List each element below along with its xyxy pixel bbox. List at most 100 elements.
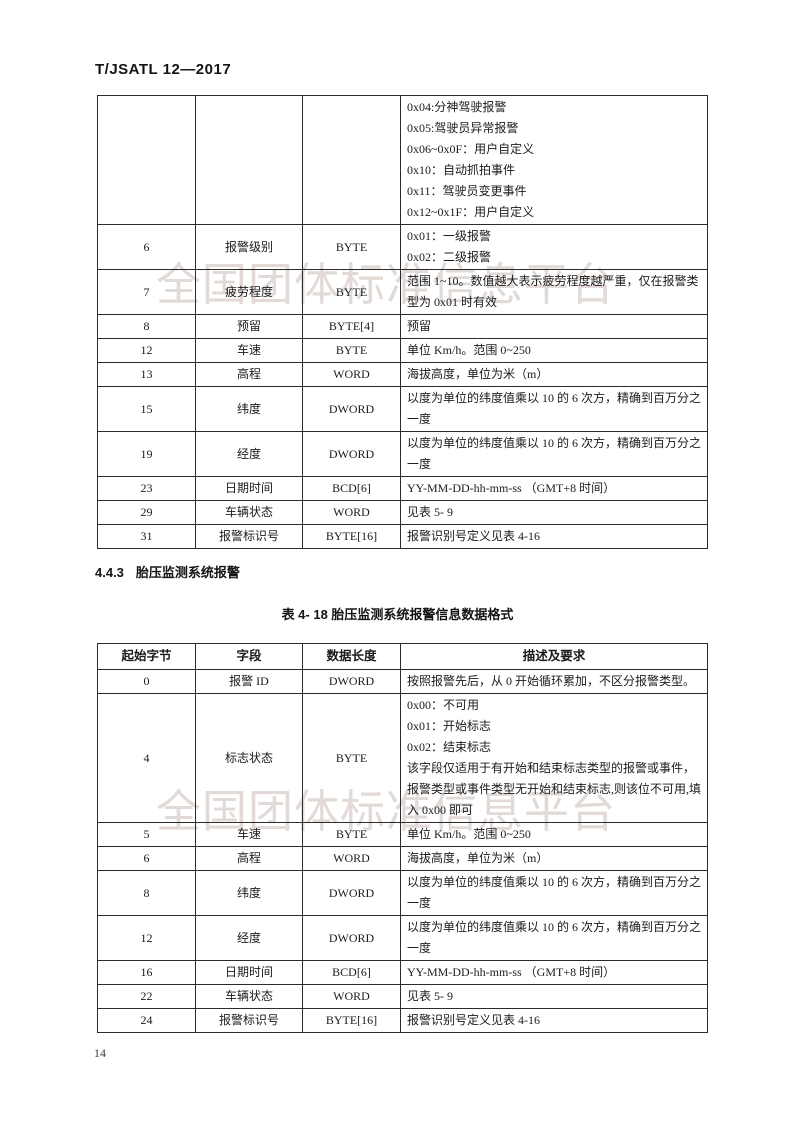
description-line: 0x00：不可用 bbox=[407, 698, 480, 712]
cell-description: 范围 1~10。数值越大表示疲劳程度越严重，仅在报警类型为 0x01 时有效 bbox=[400, 269, 708, 315]
description-line: 该字段仅适用于有开始和结束标志类型的报警或事件，报警类型或事件类型无开始和结束标… bbox=[407, 761, 702, 817]
cell-description: YY-MM-DD-hh-mm-ss （GMT+8 时间） bbox=[400, 960, 708, 985]
table-header-row: 起始字节 字段 数据长度 描述及要求 bbox=[97, 643, 708, 670]
cell-field-name: 经度 bbox=[195, 915, 303, 961]
cell-start-byte: 22 bbox=[97, 984, 196, 1009]
description-line: 见表 5- 9 bbox=[407, 989, 453, 1003]
table-row: 23 日期时间 BCD[6] YY-MM-DD-hh-mm-ss （GMT+8 时间） bbox=[97, 476, 708, 501]
description-line: 报警识别号定义见表 4-16 bbox=[407, 529, 540, 543]
driver-alarm-table-continuation: 0x04:分神驾驶报警 0x05:驾驶员异常报警 0x06~0x0F：用户自定义 0x… bbox=[97, 95, 708, 549]
cell-description: 以度为单位的纬度值乘以 10 的 6 次方，精确到百万分之一度 bbox=[400, 870, 708, 916]
table-row: 8 纬度 DWORD 以度为单位的纬度值乘以 10 的 6 次方，精确到百万分之一度 bbox=[97, 870, 708, 916]
table-row: 6 报警级别 BYTE 0x01：一级报警 0x02：二级报警 bbox=[97, 224, 708, 270]
description-line: 0x06~0x0F：用户自定义 bbox=[407, 142, 535, 156]
description-line: 报警识别号定义见表 4-16 bbox=[407, 1013, 540, 1027]
cell-description: 以度为单位的纬度值乘以 10 的 6 次方，精确到百万分之一度 bbox=[400, 431, 708, 477]
cell-start-byte bbox=[97, 95, 196, 225]
column-header: 数据长度 bbox=[302, 643, 401, 670]
cell-start-byte: 12 bbox=[97, 338, 196, 363]
table-row: 16 日期时间 BCD[6] YY-MM-DD-hh-mm-ss （GMT+8 时间） bbox=[97, 960, 708, 985]
cell-description: 0x01：一级报警 0x02：二级报警 bbox=[400, 224, 708, 270]
table-row: 4 标志状态 BYTE 0x00：不可用 0x01：开始标志 0x02：结束标志该字段仅适… bbox=[97, 693, 708, 823]
cell-data-length: WORD bbox=[302, 984, 401, 1009]
column-header: 描述及要求 bbox=[400, 643, 708, 670]
cell-field-name: 报警级别 bbox=[195, 224, 303, 270]
description-line: 以度为单位的纬度值乘以 10 的 6 次方，精确到百万分之一度 bbox=[407, 436, 702, 471]
cell-data-length: BYTE bbox=[302, 224, 401, 270]
cell-start-byte: 6 bbox=[97, 846, 196, 871]
cell-data-length: BYTE bbox=[302, 693, 401, 823]
cell-field-name: 经度 bbox=[195, 431, 303, 477]
cell-start-byte: 6 bbox=[97, 224, 196, 270]
description-line: 0x01：开始标志 bbox=[407, 719, 492, 733]
section-number: 4.4.3 bbox=[95, 565, 124, 580]
cell-data-length: WORD bbox=[302, 362, 401, 387]
cell-field-name: 预留 bbox=[195, 314, 303, 339]
cell-start-byte: 16 bbox=[97, 960, 196, 985]
table-row: 12 经度 DWORD 以度为单位的纬度值乘以 10 的 6 次方，精确到百万分之一度 bbox=[97, 915, 708, 961]
cell-field-name: 报警 ID bbox=[195, 669, 303, 694]
cell-field-name: 报警标识号 bbox=[195, 524, 303, 549]
cell-start-byte: 5 bbox=[97, 822, 196, 847]
cell-data-length: BYTE[16] bbox=[302, 1008, 401, 1033]
section-heading: 4.4.3 胎压监测系统报警 bbox=[95, 562, 240, 581]
cell-start-byte: 7 bbox=[97, 269, 196, 315]
cell-field-name: 车辆状态 bbox=[195, 984, 303, 1009]
cell-start-byte: 4 bbox=[97, 693, 196, 823]
table-caption: 表 4- 18 胎压监测系统报警信息数据格式 bbox=[281, 607, 514, 622]
cell-data-length: BYTE[16] bbox=[302, 524, 401, 549]
description-line: 见表 5- 9 bbox=[407, 505, 453, 519]
description-line: 海拔高度，单位为米（m） bbox=[407, 851, 549, 865]
cell-data-length: DWORD bbox=[302, 870, 401, 916]
table-row: 6 高程 WORD 海拔高度，单位为米（m） bbox=[97, 846, 708, 871]
description-line: 0x04:分神驾驶报警 bbox=[407, 100, 507, 114]
description-line: 0x10：自动抓拍事件 bbox=[407, 163, 516, 177]
description-line: 0x12~0x1F：用户自定义 bbox=[407, 205, 535, 219]
table-row: 29 车辆状态 WORD 见表 5- 9 bbox=[97, 500, 708, 525]
cell-data-length: BYTE bbox=[302, 338, 401, 363]
cell-field-name: 标志状态 bbox=[195, 693, 303, 823]
cell-description: YY-MM-DD-hh-mm-ss （GMT+8 时间） bbox=[400, 476, 708, 501]
cell-data-length: DWORD bbox=[302, 669, 401, 694]
cell-description: 报警识别号定义见表 4-16 bbox=[400, 1008, 708, 1033]
cell-start-byte: 0 bbox=[97, 669, 196, 694]
column-header: 字段 bbox=[195, 643, 303, 670]
cell-description: 以度为单位的纬度值乘以 10 的 6 次方，精确到百万分之一度 bbox=[400, 386, 708, 432]
cell-field-name: 纬度 bbox=[195, 870, 303, 916]
description-line: 以度为单位的纬度值乘以 10 的 6 次方，精确到百万分之一度 bbox=[407, 391, 702, 426]
cell-description: 见表 5- 9 bbox=[400, 984, 708, 1009]
page-number: 14 bbox=[94, 1046, 106, 1060]
cell-description: 单位 Km/h。范围 0~250 bbox=[400, 338, 708, 363]
description-line: 0x02：结束标志 bbox=[407, 740, 492, 754]
table-row: 5 车速 BYTE 单位 Km/h。范围 0~250 bbox=[97, 822, 708, 847]
cell-field-name bbox=[195, 95, 303, 225]
cell-field-name: 报警标识号 bbox=[195, 1008, 303, 1033]
description-line: YY-MM-DD-hh-mm-ss （GMT+8 时间） bbox=[407, 965, 616, 979]
cell-field-name: 高程 bbox=[195, 846, 303, 871]
description-line: 按照报警先后，从 0 开始循环累加，不区分报警类型。 bbox=[407, 674, 696, 688]
cell-data-length: BCD[6] bbox=[302, 476, 401, 501]
column-header: 起始字节 bbox=[97, 643, 196, 670]
cell-description: 按照报警先后，从 0 开始循环累加，不区分报警类型。 bbox=[400, 669, 708, 694]
cell-description: 海拔高度，单位为米（m） bbox=[400, 362, 708, 387]
table-row: 0 报警 ID DWORD 按照报警先后，从 0 开始循环累加，不区分报警类型。 bbox=[97, 669, 708, 694]
description-line: 海拔高度，单位为米（m） bbox=[407, 367, 549, 381]
description-line: 0x02：二级报警 bbox=[407, 250, 492, 264]
cell-field-name: 疲劳程度 bbox=[195, 269, 303, 315]
table-row: 8 预留 BYTE[4] 预留 bbox=[97, 314, 708, 339]
cell-data-length: BCD[6] bbox=[302, 960, 401, 985]
cell-start-byte: 8 bbox=[97, 314, 196, 339]
cell-data-length: WORD bbox=[302, 500, 401, 525]
cell-description: 0x00：不可用 0x01：开始标志 0x02：结束标志该字段仅适用于有开始和结束标… bbox=[400, 693, 708, 823]
description-line: 0x05:驾驶员异常报警 bbox=[407, 121, 519, 135]
cell-start-byte: 19 bbox=[97, 431, 196, 477]
cell-field-name: 日期时间 bbox=[195, 476, 303, 501]
cell-field-name: 车辆状态 bbox=[195, 500, 303, 525]
cell-data-length: DWORD bbox=[302, 431, 401, 477]
table-row: 24 报警标识号 BYTE[16] 报警识别号定义见表 4-16 bbox=[97, 1008, 708, 1033]
description-line: YY-MM-DD-hh-mm-ss （GMT+8 时间） bbox=[407, 481, 616, 495]
cell-description: 单位 Km/h。范围 0~250 bbox=[400, 822, 708, 847]
cell-description: 见表 5- 9 bbox=[400, 500, 708, 525]
cell-description: 以度为单位的纬度值乘以 10 的 6 次方，精确到百万分之一度 bbox=[400, 915, 708, 961]
